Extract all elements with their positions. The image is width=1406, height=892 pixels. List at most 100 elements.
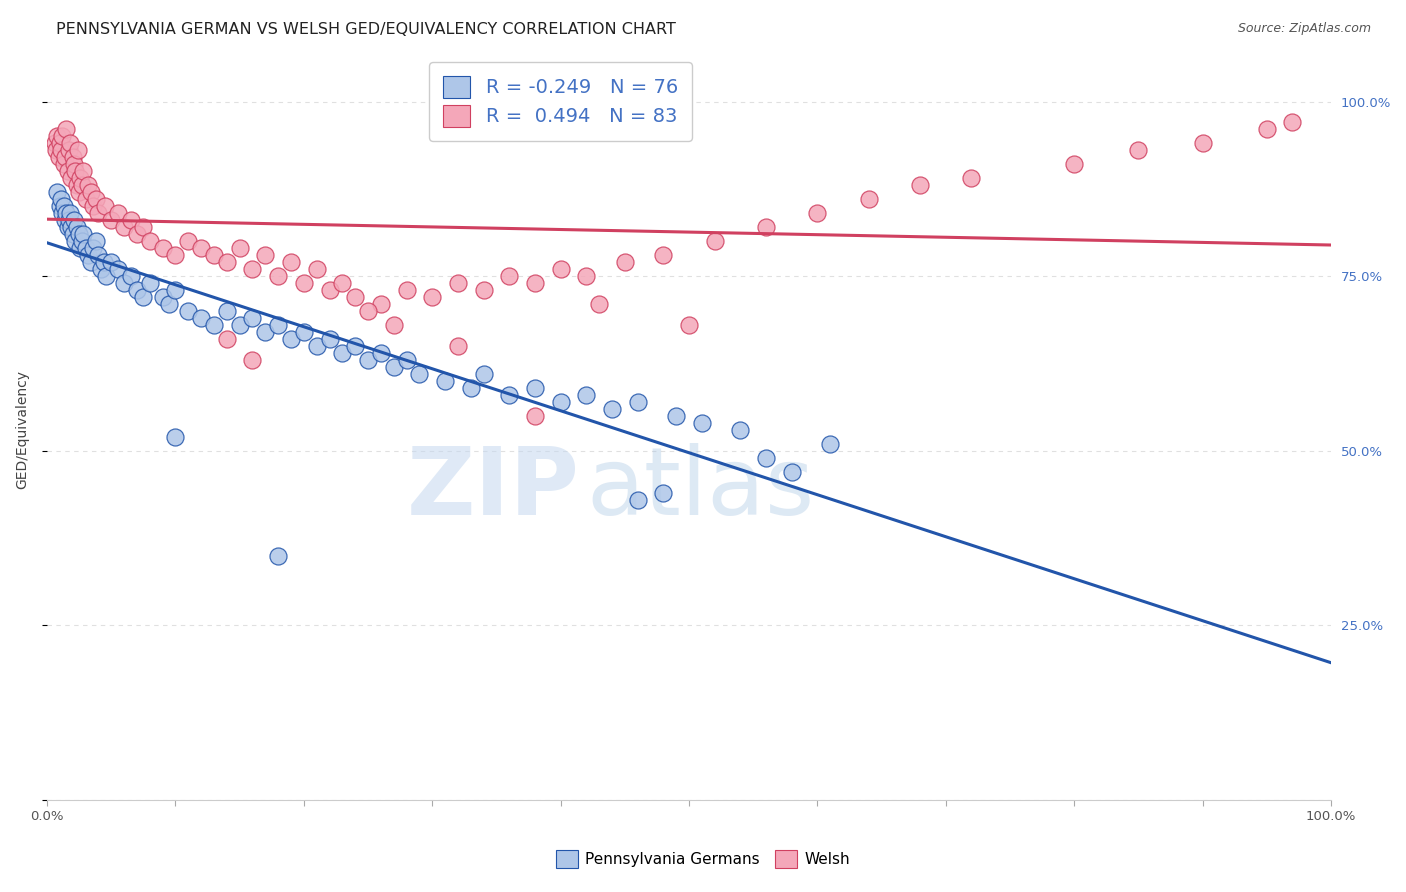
Point bbox=[1281, 115, 1303, 129]
Point bbox=[46, 186, 69, 200]
Point bbox=[575, 269, 598, 284]
Point bbox=[51, 129, 73, 144]
Point bbox=[112, 220, 135, 235]
Point bbox=[165, 283, 187, 297]
Point bbox=[344, 290, 367, 304]
Point bbox=[48, 150, 70, 164]
Point bbox=[215, 304, 238, 318]
Point bbox=[190, 241, 212, 255]
Text: PENNSYLVANIA GERMAN VS WELSH GED/EQUIVALENCY CORRELATION CHART: PENNSYLVANIA GERMAN VS WELSH GED/EQUIVAL… bbox=[56, 22, 676, 37]
Point bbox=[575, 388, 598, 402]
Point bbox=[70, 234, 93, 248]
Point bbox=[755, 220, 778, 235]
Legend: Pennsylvania Germans, Welsh: Pennsylvania Germans, Welsh bbox=[550, 844, 856, 873]
Point bbox=[370, 297, 392, 311]
Point bbox=[44, 136, 66, 151]
Point bbox=[87, 206, 110, 220]
Point bbox=[152, 241, 174, 255]
Point bbox=[67, 186, 90, 200]
Point bbox=[357, 304, 380, 318]
Point bbox=[382, 318, 405, 332]
Point bbox=[59, 206, 82, 220]
Point bbox=[177, 304, 200, 318]
Point bbox=[52, 157, 75, 171]
Y-axis label: GED/Equivalency: GED/Equivalency bbox=[15, 370, 30, 490]
Point bbox=[62, 227, 84, 242]
Point bbox=[908, 178, 931, 193]
Point bbox=[51, 206, 73, 220]
Point bbox=[107, 206, 129, 220]
Point bbox=[72, 164, 94, 178]
Point bbox=[1191, 136, 1213, 151]
Point bbox=[357, 353, 380, 368]
Point bbox=[72, 227, 94, 242]
Point bbox=[60, 171, 83, 186]
Point bbox=[818, 437, 841, 451]
Point bbox=[77, 178, 100, 193]
Point bbox=[157, 297, 180, 311]
Point bbox=[242, 311, 264, 326]
Point bbox=[53, 213, 76, 227]
Point bbox=[472, 283, 495, 297]
Point bbox=[960, 171, 983, 186]
Point bbox=[59, 136, 82, 151]
Point bbox=[51, 144, 73, 158]
Point bbox=[1063, 157, 1085, 171]
Point bbox=[267, 549, 290, 563]
Point bbox=[177, 234, 200, 248]
Point bbox=[1128, 144, 1150, 158]
Point bbox=[447, 339, 470, 353]
Point bbox=[652, 248, 675, 262]
Point bbox=[62, 150, 84, 164]
Point bbox=[80, 186, 103, 200]
Text: Source: ZipAtlas.com: Source: ZipAtlas.com bbox=[1237, 22, 1371, 36]
Point bbox=[460, 381, 482, 395]
Point bbox=[858, 192, 880, 206]
Point bbox=[69, 241, 91, 255]
Point bbox=[100, 213, 122, 227]
Point bbox=[63, 157, 86, 171]
Point bbox=[139, 276, 162, 290]
Point bbox=[755, 450, 778, 465]
Text: atlas: atlas bbox=[586, 443, 814, 535]
Point bbox=[152, 290, 174, 304]
Text: ZIP: ZIP bbox=[406, 443, 579, 535]
Point bbox=[703, 234, 725, 248]
Point bbox=[588, 297, 610, 311]
Point bbox=[292, 325, 315, 339]
Point bbox=[215, 332, 238, 346]
Point bbox=[254, 248, 277, 262]
Point bbox=[780, 465, 803, 479]
Point bbox=[49, 136, 72, 151]
Point bbox=[75, 192, 97, 206]
Point bbox=[395, 283, 418, 297]
Point bbox=[690, 416, 713, 430]
Point bbox=[132, 290, 155, 304]
Point bbox=[267, 269, 290, 284]
Point bbox=[112, 276, 135, 290]
Point bbox=[94, 269, 117, 284]
Point bbox=[280, 332, 302, 346]
Point bbox=[58, 213, 80, 227]
Point bbox=[202, 318, 225, 332]
Point bbox=[65, 178, 87, 193]
Point bbox=[84, 192, 107, 206]
Point bbox=[53, 150, 76, 164]
Point bbox=[65, 234, 87, 248]
Point bbox=[665, 409, 688, 423]
Point bbox=[90, 262, 112, 277]
Point bbox=[65, 220, 87, 235]
Point bbox=[395, 353, 418, 368]
Point bbox=[52, 199, 75, 213]
Point bbox=[77, 248, 100, 262]
Point bbox=[94, 199, 117, 213]
Point bbox=[330, 346, 353, 360]
Point bbox=[447, 276, 470, 290]
Point bbox=[165, 430, 187, 444]
Point bbox=[63, 213, 86, 227]
Point bbox=[120, 213, 142, 227]
Point bbox=[51, 192, 73, 206]
Point bbox=[82, 241, 104, 255]
Point bbox=[344, 339, 367, 353]
Point bbox=[330, 276, 353, 290]
